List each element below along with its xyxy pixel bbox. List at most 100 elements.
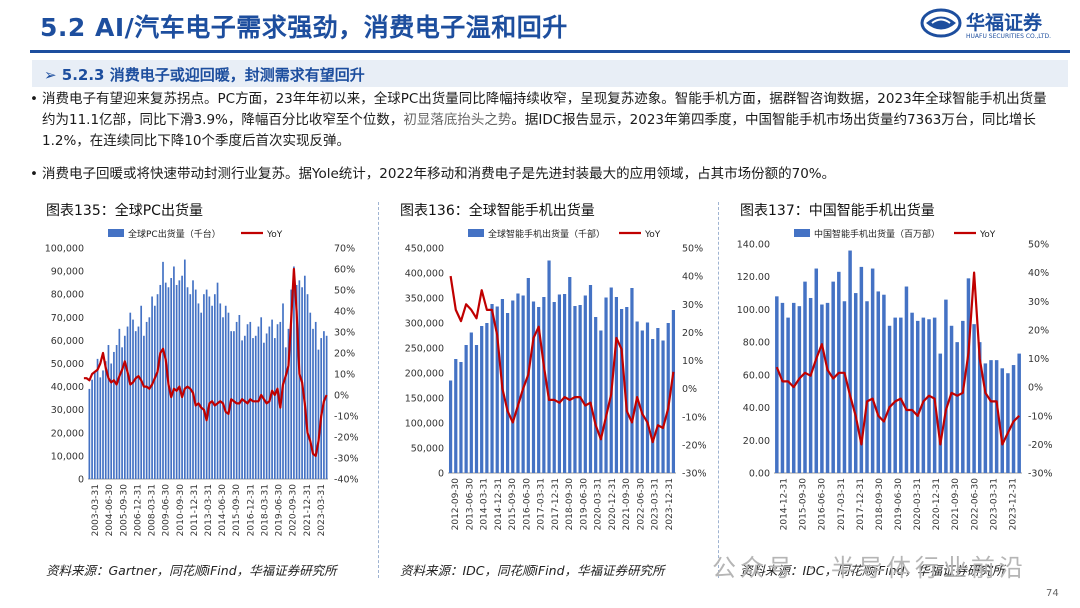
x-axis-tick-label: 2019-06-30 [579,478,589,531]
bar [134,331,137,479]
bar [115,345,118,479]
bar [454,359,458,473]
legend-line-label: YoY [979,230,996,240]
bar [257,326,260,479]
bar [203,294,205,479]
left-axis-tick-label: 140.00 [737,240,770,251]
x-axis-tick-label: 2008-03-31 [148,484,158,536]
watermark: 公众号 · 半导体行业前沿 [712,554,1027,582]
left-axis-tick-label: 0 [78,475,84,486]
bar [955,342,959,473]
bar [469,332,473,473]
right-axis-tick-label: 0% [1028,383,1043,394]
bar [162,261,164,479]
bar [966,278,971,473]
bar [290,289,293,479]
bar [490,304,494,473]
bar [238,314,241,479]
bar [557,294,562,473]
x-axis-tick-label: 2023-03-31 [989,478,999,530]
bar [110,363,113,479]
right-axis-tick-label: 50% [334,286,355,297]
bullet-1-highlight: 初显落底抬头之势 [403,112,512,128]
bar [129,312,132,479]
bar [314,321,317,479]
left-axis-tick-label: 10,000 [51,451,84,462]
bar [961,320,965,473]
x-axis-tick-label: 2019-06-30 [275,484,285,537]
legend-line-label: YoY [266,230,283,240]
bar [904,286,909,473]
left-axis-tick-label: 40.00 [743,403,770,414]
bar [1006,373,1010,473]
bar [485,323,489,473]
bar [265,333,268,479]
bar [102,370,104,479]
bar [583,295,587,473]
bar [568,277,572,473]
bar [118,328,121,479]
bar [786,317,790,473]
x-axis-tick-label: 2020-12-31 [932,478,942,530]
x-axis-tick-label: 2016-12-31 [246,484,256,536]
bar [630,288,634,473]
bar [273,338,276,479]
x-axis-tick-label: 2017-12-31 [856,478,866,530]
bullet-dot-icon: • [30,91,38,107]
chart-legend: 全球智能手机出货量（千部） YoY [468,228,661,240]
right-axis-tick-label: -20% [1028,440,1053,451]
bar [464,345,468,473]
x-axis-tick-label: 2021-09-30 [951,478,961,531]
bar [651,339,655,473]
bar [921,317,926,473]
bar [474,345,479,473]
bar [137,326,140,479]
bar [1000,368,1005,473]
bar [876,291,881,473]
bar [531,301,536,473]
bar [910,312,914,473]
logo-english-text: HUAFU SECURITIES CO.,LTD. [966,33,1052,40]
bar [189,294,192,479]
bar [949,325,954,473]
bullet-paragraph-1: • 消费电子有望迎来复苏拐点。PC方面，23年年初以来，全球PC出货量同比降幅持… [30,89,1052,152]
bar [93,372,96,479]
x-axis-tick-label: 2020-12-31 [608,478,618,530]
bar [293,266,295,479]
left-axis-tick-label: 450,000 [405,244,444,255]
left-axis-tick-label: 0.00 [749,469,770,480]
bar [159,284,162,479]
bar [208,296,211,479]
bar [604,297,608,473]
x-axis-tick-label: 2019-06-30 [894,478,904,531]
legend-bar-swatch [108,229,124,237]
chart-legend: 全球PC出货量（千台） YoY [108,228,283,240]
x-axis-tick-label: 2015-09-30 [508,478,518,531]
x-axis-tick-label: 2016-06-30 [522,478,532,531]
bar [511,300,515,473]
bar [88,388,91,479]
bar [932,317,937,473]
bar [243,335,246,479]
x-axis-tick-label: 2005-09-30 [119,484,129,537]
page-number: 74 [1046,588,1059,599]
bar [495,306,499,473]
bar [306,294,309,479]
bar [775,296,779,473]
bar [148,317,151,479]
x-axis-tick-label: 2017-03-31 [837,478,847,530]
x-axis-tick-label: 2013-03-31 [204,484,214,536]
x-axis-tick-label: 2014-03-31 [480,478,490,530]
bar [989,360,993,473]
bar [104,361,107,479]
x-axis-tick-label: 2006-12-31 [133,484,143,536]
right-axis-tick-label: 20% [682,328,703,339]
right-axis-tick-label: -20% [334,433,359,444]
bar [547,260,551,473]
bar [825,302,830,473]
right-axis-tick-label: 60% [334,265,355,276]
bar [140,305,143,479]
legend-bar-label: 中国智能手机出货量（百万部） [814,228,940,240]
bar [599,330,603,473]
bar [175,284,178,479]
